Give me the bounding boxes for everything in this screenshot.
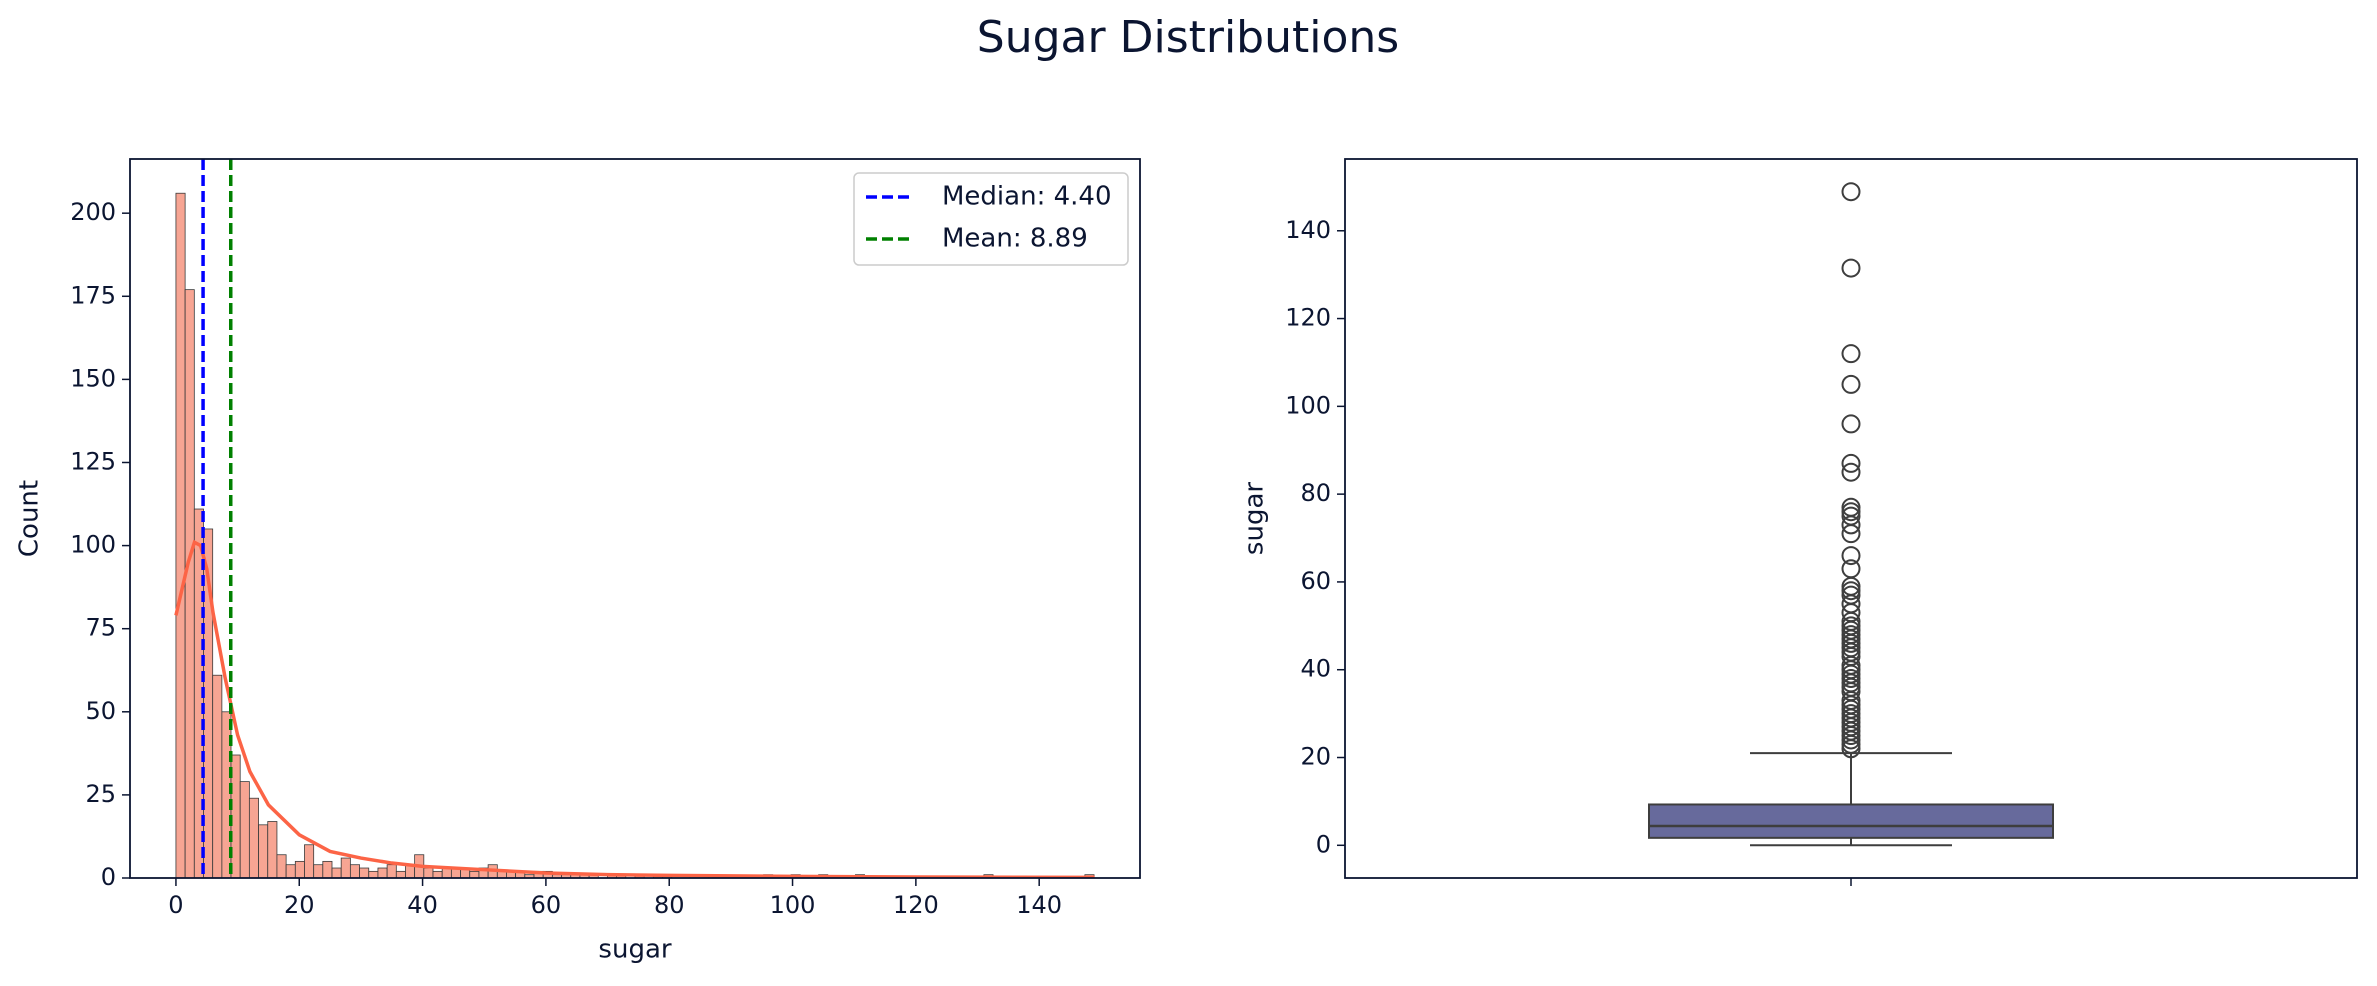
y-tick-label: 200 — [70, 198, 116, 226]
y-tick-label: 0 — [1316, 830, 1331, 858]
y-tick-label: 50 — [85, 697, 116, 725]
outlier — [1841, 726, 1861, 746]
histogram-bar — [359, 867, 370, 878]
histogram-bar — [248, 797, 259, 878]
histogram-bar — [267, 821, 278, 878]
x-tick-label: 100 — [770, 891, 816, 919]
y-axis-label: sugar — [1240, 482, 1270, 555]
y-tick-label: 60 — [1300, 567, 1331, 595]
histogram-bar — [304, 844, 315, 878]
kde-line — [174, 539, 1095, 878]
histogram-bar — [423, 867, 434, 878]
outlier — [1841, 515, 1861, 535]
outlier — [1841, 633, 1861, 653]
outlier — [1841, 734, 1861, 754]
x-tick-label: 140 — [1016, 891, 1062, 919]
plot-area — [174, 159, 1095, 878]
outlier — [1841, 258, 1861, 278]
y-tick-label: 175 — [70, 281, 116, 309]
y-tick-label: 75 — [85, 614, 116, 642]
outlier — [1841, 668, 1861, 688]
histogram-bar — [212, 674, 223, 878]
x-axis-label: sugar — [598, 935, 671, 965]
figure-title: Sugar Distributions — [977, 12, 1399, 63]
histogram-bar — [184, 289, 195, 878]
legend-box — [853, 172, 1129, 266]
histogram-bar — [368, 870, 379, 878]
histogram-bar — [322, 860, 333, 878]
y-tick-label: 140 — [1285, 216, 1331, 244]
outlier — [1841, 546, 1861, 566]
outlier — [1841, 559, 1861, 579]
legend-label: Median: 4.40 — [942, 182, 1111, 212]
y-tick-label: 100 — [70, 531, 116, 559]
histogram-bar — [377, 867, 388, 878]
histogram-bar — [469, 870, 480, 878]
histogram-bar — [175, 192, 186, 878]
histogram-bar — [285, 864, 296, 878]
histogram-bar — [386, 864, 397, 878]
y-tick-label: 20 — [1300, 743, 1331, 771]
y-tick-label: 100 — [1285, 391, 1331, 419]
outlier — [1841, 462, 1861, 482]
histogram-bar — [395, 870, 406, 878]
y-tick-label: 125 — [70, 447, 116, 475]
histogram-bar — [258, 824, 269, 878]
histogram-bar — [294, 860, 305, 878]
outlier — [1841, 502, 1861, 522]
x-tick-label: 20 — [284, 891, 315, 919]
outlier — [1841, 182, 1861, 202]
outlier — [1841, 730, 1861, 750]
axes-frame — [129, 158, 1141, 879]
y-axis-label: Count — [15, 480, 45, 557]
histogram-bar — [340, 857, 351, 878]
histogram-bar — [432, 870, 443, 878]
x-tick-label: 0 — [168, 891, 183, 919]
histogram-bar — [276, 854, 287, 878]
legend-label: Mean: 8.89 — [942, 224, 1088, 254]
outlier — [1841, 344, 1861, 364]
y-tick-label: 120 — [1285, 304, 1331, 332]
histogram-bar — [331, 867, 342, 878]
y-tick-label: 25 — [85, 780, 116, 808]
x-tick-label: 40 — [407, 891, 438, 919]
outlier — [1841, 581, 1861, 601]
outlier — [1841, 374, 1861, 394]
outlier — [1841, 739, 1861, 759]
box — [1648, 803, 2054, 839]
outlier — [1841, 524, 1861, 544]
histogram-bar — [313, 864, 324, 878]
y-tick-label: 150 — [70, 364, 116, 392]
y-tick-label: 0 — [101, 863, 116, 891]
outlier — [1841, 453, 1861, 473]
x-tick-label: 120 — [893, 891, 939, 919]
histogram-bar — [239, 781, 250, 878]
y-tick-label: 80 — [1300, 479, 1331, 507]
x-tick-label: 60 — [531, 891, 562, 919]
outlier — [1841, 414, 1861, 434]
y-tick-label: 40 — [1300, 655, 1331, 683]
histogram-bar — [349, 864, 360, 878]
x-tick-label: 80 — [654, 891, 685, 919]
